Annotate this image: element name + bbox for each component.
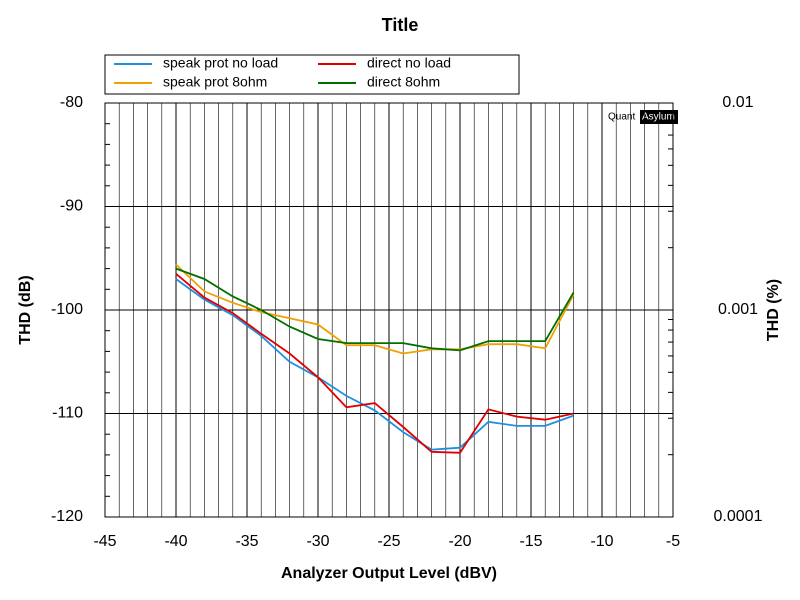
x-tick-label: -10 <box>590 533 613 550</box>
legend-label: speak prot no load <box>163 55 278 71</box>
x-tick-label: -20 <box>448 533 471 550</box>
legend-label: speak prot 8ohm <box>163 74 267 90</box>
x-tick-label: -40 <box>164 533 187 550</box>
series-line <box>175 263 575 355</box>
y2-tick-label: 0.01 <box>722 94 753 111</box>
y-tick-label: -100 <box>51 301 83 318</box>
x-tick-label: -25 <box>377 533 400 550</box>
series-line <box>175 273 574 454</box>
series-line <box>175 278 574 451</box>
y2-axis-label: THD (%) <box>765 279 782 341</box>
x-tick-label: -5 <box>666 533 680 550</box>
x-tick-label: -45 <box>93 533 116 550</box>
y-tick-label: -90 <box>60 198 83 215</box>
watermark: Quant <box>608 112 635 123</box>
x-tick-label: -35 <box>235 533 258 550</box>
legend-label: direct 8ohm <box>367 74 440 90</box>
series-line <box>175 267 575 352</box>
x-tick-label: -30 <box>306 533 329 550</box>
legend-box <box>104 54 520 95</box>
y-tick-label: -80 <box>60 94 83 111</box>
y-tick-label: -120 <box>51 508 83 525</box>
plot-frame <box>104 102 674 518</box>
y2-tick-label: 0.001 <box>718 301 758 318</box>
x-axis-label: Analyzer Output Level (dBV) <box>281 565 497 582</box>
legend-label: direct no load <box>367 55 451 71</box>
x-tick-label: -15 <box>519 533 542 550</box>
watermark: Asylum <box>642 112 675 123</box>
y2-tick-label: 0.0001 <box>714 508 763 525</box>
y-axis-label: THD (dB) <box>17 275 34 344</box>
chart-title: Title <box>382 15 419 35</box>
y-tick-label: -110 <box>52 405 83 422</box>
